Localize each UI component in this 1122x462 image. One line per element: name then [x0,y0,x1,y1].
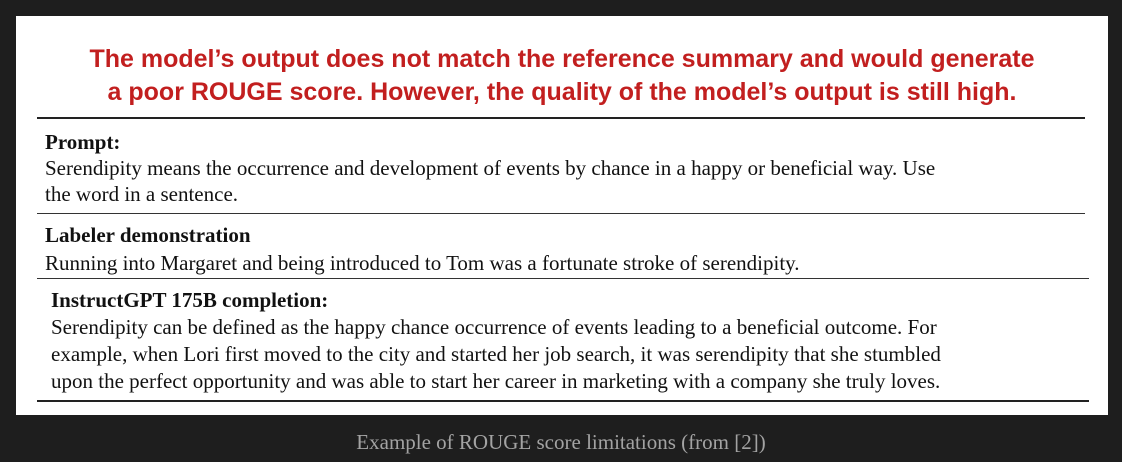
top-rule [37,117,1085,119]
bottom-rule [37,400,1089,402]
prompt-title: Prompt: [45,130,121,154]
figure-image: The model’s output does not match the re… [16,16,1108,415]
labeler-separator [37,278,1089,279]
prompt-text-line-2: the word in a sentence. [45,182,239,206]
headline: The model’s output does not match the re… [16,43,1108,109]
completion-title: InstructGPT 175B completion: [51,288,329,312]
completion-text-line-3: upon the perfect opportunity and was abl… [51,369,941,393]
figure-caption: Example of ROUGE score limitations (from… [356,430,766,454]
prompt-separator [37,213,1085,214]
headline-line-2: a poor ROUGE score. However, the quality… [107,78,1017,106]
labeler-text-line-1: Running into Margaret and being introduc… [45,251,800,275]
completion-text-line-2: example, when Lori first moved to the ci… [51,342,941,366]
prompt-text-line-1: Serendipity means the occurrence and dev… [45,156,936,180]
completion-text-line-1: Serendipity can be defined as the happy … [51,315,937,339]
labeler-title: Labeler demonstration [45,223,251,247]
headline-line-1: The model’s output does not match the re… [89,45,1035,73]
